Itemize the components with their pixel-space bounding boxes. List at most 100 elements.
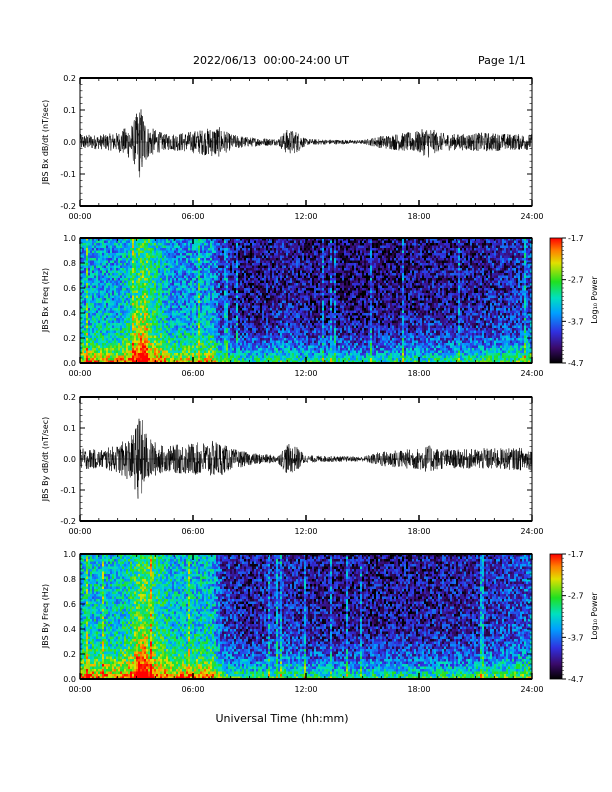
heatmap-cell xyxy=(224,325,227,329)
heatmap-cell xyxy=(172,310,175,314)
heatmap-cell xyxy=(190,348,193,351)
heatmap-cell xyxy=(92,260,95,264)
heatmap-cell xyxy=(170,305,173,309)
heatmap-cell xyxy=(108,245,111,249)
heatmap-cell xyxy=(170,298,173,301)
heatmap-cell xyxy=(166,295,169,299)
heatmap-cell xyxy=(244,280,247,284)
heatmap-cell xyxy=(150,340,153,344)
heatmap-cell xyxy=(154,315,157,319)
heatmap-cell xyxy=(262,290,265,294)
heatmap-cell xyxy=(238,360,241,364)
heatmap-cell xyxy=(84,343,87,346)
heatmap-cell xyxy=(146,305,149,309)
heatmap-cell xyxy=(272,298,275,301)
heatmap-cell xyxy=(212,293,215,296)
heatmap-cell xyxy=(242,295,245,299)
heatmap-cell xyxy=(230,345,233,349)
heatmap-cell xyxy=(186,340,189,344)
heatmap-cell xyxy=(166,320,169,324)
heatmap-cell xyxy=(218,258,221,261)
heatmap-cell xyxy=(188,360,191,364)
heatmap-cell xyxy=(248,353,251,356)
heatmap-cell xyxy=(148,323,151,326)
heatmap-cell xyxy=(92,303,95,306)
heatmap-cell xyxy=(216,343,219,346)
heatmap-cell xyxy=(198,318,201,321)
heatmap-cell xyxy=(106,285,109,289)
heatmap-cell xyxy=(134,353,137,356)
heatmap-cell xyxy=(130,305,133,309)
heatmap-cell xyxy=(84,358,87,361)
heatmap-cell xyxy=(226,328,229,331)
heatmap-cell xyxy=(154,358,157,361)
heatmap-cell xyxy=(172,308,175,311)
heatmap-cell xyxy=(190,340,193,344)
heatmap-cell xyxy=(260,293,263,296)
heatmap-cell xyxy=(270,253,273,256)
heatmap-cell xyxy=(84,323,87,326)
heatmap-cell xyxy=(168,250,171,254)
heatmap-cell xyxy=(268,358,271,361)
heatmap-cell xyxy=(178,280,181,284)
heatmap-cell xyxy=(152,275,155,279)
heatmap-cell xyxy=(84,265,87,269)
heatmap-cell xyxy=(116,273,119,276)
heatmap-cell xyxy=(258,250,261,254)
heatmap-cell xyxy=(264,308,267,311)
heatmap-cell xyxy=(120,353,123,356)
heatmap-cell xyxy=(136,318,139,321)
heatmap-cell xyxy=(232,248,235,251)
heatmap-cell xyxy=(212,280,215,284)
heatmap-cell xyxy=(164,325,167,329)
heatmap-cell xyxy=(164,263,167,266)
heatmap-cell xyxy=(154,340,157,344)
heatmap-cell xyxy=(118,355,121,359)
heatmap-cell xyxy=(152,298,155,301)
heatmap-cell xyxy=(192,315,195,319)
heatmap-cell xyxy=(164,340,167,344)
heatmap-cell xyxy=(202,250,205,254)
heatmap-cell xyxy=(212,263,215,266)
heatmap-cell xyxy=(200,275,203,279)
heatmap-cell xyxy=(92,275,95,279)
heatmap-cell xyxy=(178,238,181,241)
heatmap-cell xyxy=(266,358,269,361)
heatmap-cell xyxy=(220,355,223,359)
heatmap-cell xyxy=(212,303,215,306)
heatmap-cell xyxy=(144,343,147,346)
heatmap-cell xyxy=(212,320,215,324)
heatmap-cell xyxy=(194,355,197,359)
heatmap-cell xyxy=(132,315,135,319)
heatmap-cell xyxy=(168,240,171,244)
heatmap-cell xyxy=(150,343,153,346)
heatmap-cell xyxy=(228,358,231,361)
heatmap-cell xyxy=(178,298,181,301)
heatmap-cell xyxy=(268,298,271,301)
heatmap-cell xyxy=(126,355,129,359)
panel-bx-spectrogram: 00:00 06:00 12:00 18:00 24:001.00.80.60.40.2… xyxy=(41,234,599,378)
heatmap-cell xyxy=(90,333,93,336)
heatmap-cell xyxy=(216,315,219,319)
heatmap-cell xyxy=(138,263,141,266)
heatmap-cell xyxy=(94,303,97,306)
heatmap-cell xyxy=(240,278,243,281)
heatmap-cell xyxy=(200,313,203,316)
heatmap-cell xyxy=(116,290,119,294)
heatmap-cell xyxy=(226,288,229,291)
heatmap-cell xyxy=(174,250,177,254)
heatmap-cell xyxy=(114,338,117,341)
heatmap-cell xyxy=(228,305,231,309)
heatmap-cell xyxy=(94,318,97,321)
heatmap-cell xyxy=(86,318,89,321)
heatmap-cell xyxy=(110,238,113,241)
heatmap-cell xyxy=(84,340,87,344)
heatmap-cell xyxy=(126,265,129,269)
heatmap-cell xyxy=(128,250,131,254)
heatmap-cell xyxy=(266,245,269,249)
heatmap-cell xyxy=(232,305,235,309)
heatmap-cell xyxy=(156,255,159,259)
heatmap-cell xyxy=(252,240,255,244)
heatmap-cell xyxy=(204,348,207,351)
heatmap-cell xyxy=(146,285,149,289)
